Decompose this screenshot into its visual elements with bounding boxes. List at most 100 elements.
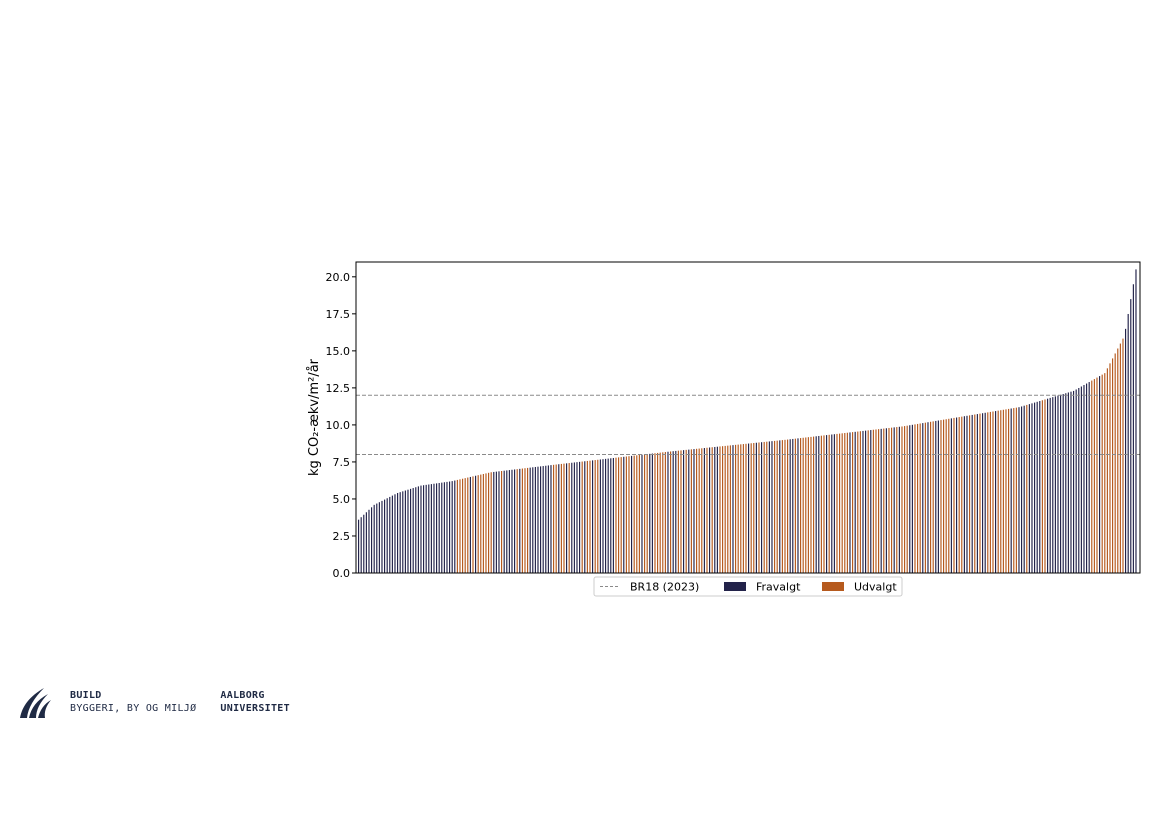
bar [519,468,521,573]
y-tick-label: 12.5 [326,382,351,395]
bar [456,479,458,573]
bar [761,442,763,573]
bar [623,456,625,573]
bar [438,482,440,573]
bar [560,463,562,573]
bar [1091,380,1093,573]
bar [540,466,542,573]
bar [482,473,484,573]
bar [501,471,503,573]
bar [1039,401,1041,573]
bar [615,457,617,573]
bar [1028,404,1030,573]
bar [735,444,737,573]
bar [963,416,965,573]
bar [917,423,919,573]
bar [774,440,776,573]
bar [1104,373,1106,573]
bar [649,453,651,573]
bar [664,452,666,573]
bar [644,454,646,573]
bar [612,457,614,573]
bar [867,430,869,573]
bar [740,444,742,573]
bar [919,423,921,573]
bar [932,421,934,573]
bar [683,450,685,573]
bar [503,470,505,573]
bar [914,424,916,573]
aau-build-logo: BUILD BYGGERI, BY OG MILJØ AALBORG UNIVE… [18,684,290,720]
y-tick-label: 20.0 [326,271,351,284]
bar [1114,353,1116,573]
bar [891,427,893,573]
bar [1117,348,1119,573]
bar [1083,385,1085,573]
bar [781,440,783,573]
bar [1049,397,1051,573]
bar [1015,407,1017,573]
bar [675,450,677,573]
bar [654,453,656,573]
bar [1112,358,1114,573]
bar [618,457,620,573]
bar [573,462,575,573]
bar [930,421,932,573]
bar [748,443,750,573]
bar [402,491,404,573]
bar [680,450,682,573]
bar [1106,368,1108,573]
bar [472,476,474,573]
bar [397,492,399,573]
bar [566,463,568,573]
bar [467,477,469,573]
bar [1086,383,1088,573]
bar [449,481,451,573]
bar [948,418,950,573]
bar [971,414,973,573]
bar [558,464,560,573]
bar [534,466,536,573]
legend-label-fravalgt: Fravalgt [756,581,801,594]
bar [1096,377,1098,573]
bar [360,517,362,573]
bar [1021,406,1023,573]
bar [979,413,981,573]
bar [846,432,848,573]
bar [553,464,555,573]
bar [415,487,417,573]
bar [820,435,822,573]
bar [1060,394,1062,573]
bar [1067,392,1069,573]
bar [657,452,659,573]
bar [633,455,635,573]
bar [625,456,627,573]
bar [1054,396,1056,573]
bar [724,445,726,573]
bar [937,420,939,573]
bar [904,426,906,573]
y-axis-label: kg CO₂-ækv/m²/år [307,358,322,476]
bar [446,481,448,573]
bar [943,419,945,573]
bar [862,430,864,573]
bar [586,460,588,573]
aau-wave-logo-icon [20,688,51,718]
bar [976,414,978,573]
bar [958,417,960,573]
bar [516,469,518,573]
bar [462,478,464,573]
bar [880,428,882,573]
bar [742,444,744,573]
bar [542,466,544,573]
bar [849,432,851,573]
bar [984,412,986,573]
bar [407,489,409,573]
bar [815,436,817,573]
bar [480,474,482,573]
bar [878,429,880,573]
bar [885,428,887,573]
bar [784,439,786,573]
bar [953,417,955,573]
bar [1013,408,1015,573]
